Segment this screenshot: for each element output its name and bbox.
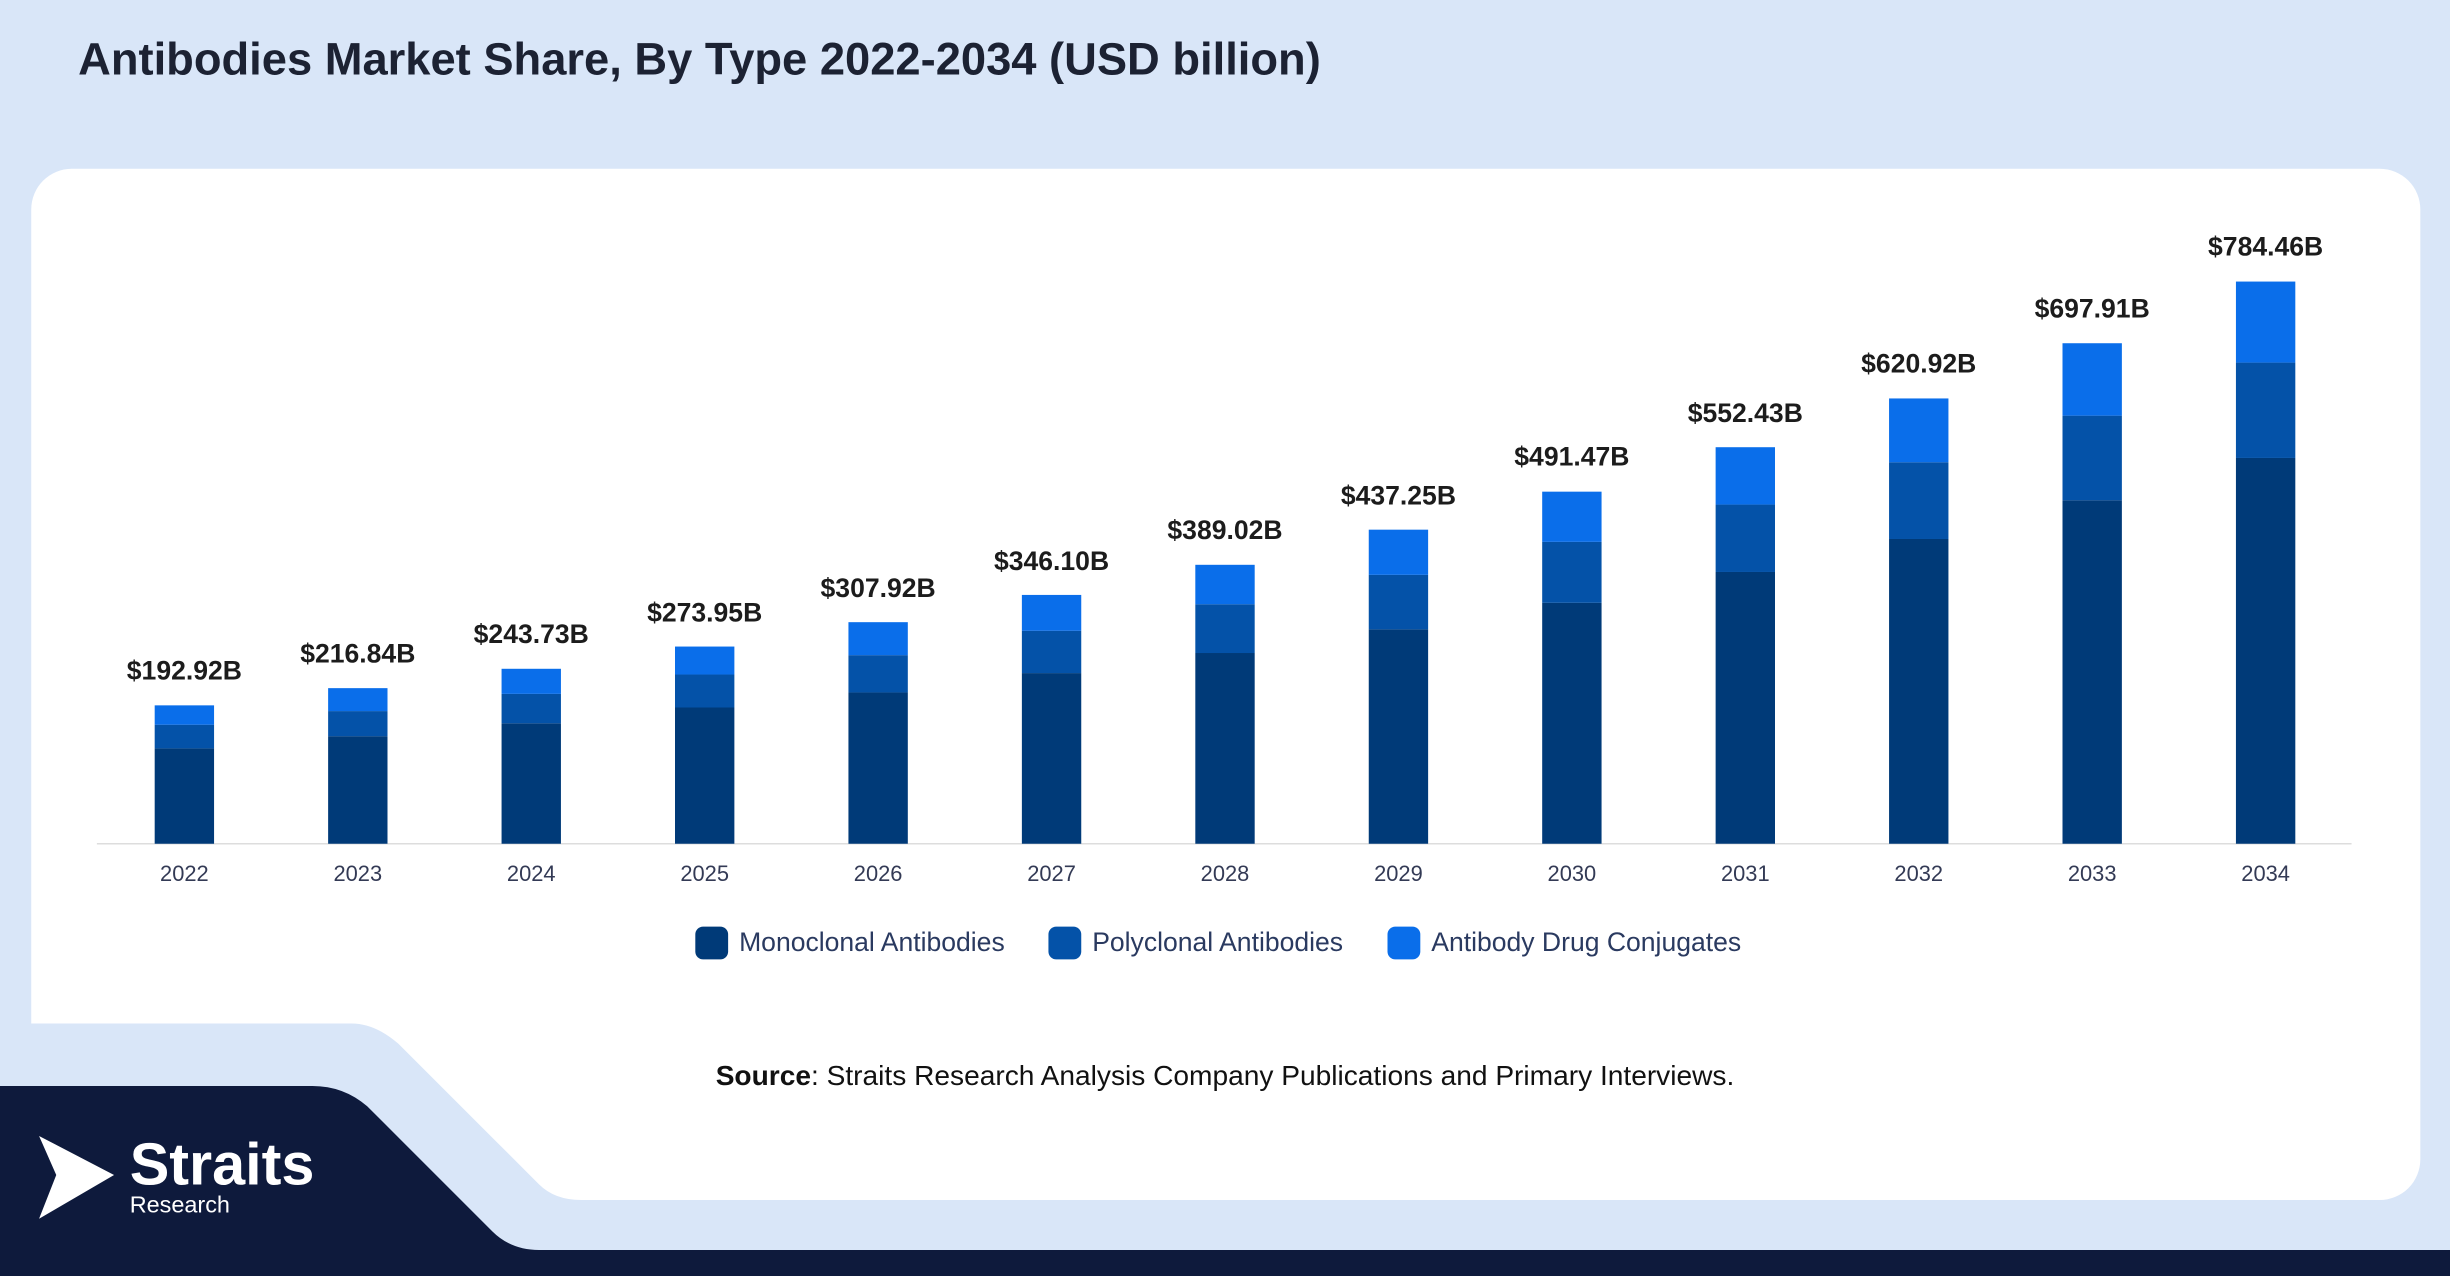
legend-label: Antibody Drug Conjugates — [1431, 927, 1741, 957]
bar-segment — [1889, 538, 1949, 844]
logo-name: Straits — [130, 1130, 315, 1197]
bar-segment — [2062, 343, 2122, 416]
bar-segment — [501, 693, 561, 724]
bar-segment — [1715, 447, 1775, 505]
total-label: $307.92B — [821, 573, 936, 603]
bar-segment — [1021, 594, 1082, 631]
bar-segment — [1542, 491, 1602, 542]
bar-segment — [1889, 462, 1949, 539]
legend-label: Polyclonal Antibodies — [1092, 927, 1343, 957]
bar-segment — [848, 655, 908, 693]
total-label: $552.43B — [1688, 398, 1803, 428]
x-tick-label: 2034 — [2241, 861, 2290, 886]
bar-segment — [1368, 629, 1429, 844]
x-tick-label: 2024 — [507, 861, 556, 886]
x-tick-label: 2025 — [680, 861, 729, 886]
source-text: : Straits Research Analysis Company Publ… — [811, 1061, 1734, 1092]
source: Source: Straits Research Analysis Compan… — [716, 1061, 1735, 1092]
bar-segment — [675, 674, 735, 708]
x-tick-label: 2031 — [1721, 861, 1770, 886]
bar-segment — [1715, 504, 1775, 572]
bar-segment — [328, 736, 388, 844]
total-label: $784.46B — [2208, 231, 2323, 261]
x-tick-label: 2029 — [1374, 861, 1423, 886]
bar-segment — [2062, 500, 2122, 844]
legend-label: Monoclonal Antibodies — [739, 927, 1005, 957]
x-tick-label: 2027 — [1027, 861, 1076, 886]
bar-segment — [1195, 564, 1255, 605]
total-label: $437.25B — [1341, 480, 1456, 510]
total-label: $389.02B — [1167, 515, 1282, 545]
bar-segment — [1542, 541, 1602, 603]
bar-segment — [1021, 630, 1082, 674]
bar-segment — [675, 646, 735, 675]
logo-subtitle: Research — [130, 1191, 230, 1217]
total-label: $346.10B — [994, 546, 1109, 576]
total-label: $243.73B — [474, 619, 589, 649]
bar-segment — [154, 705, 215, 725]
bar-segment — [501, 723, 561, 844]
footer-shape — [0, 1085, 2450, 1276]
band — [0, 1023, 2450, 1276]
chart-title: Antibodies Market Share, By Type 2022-20… — [78, 33, 1321, 84]
bar-segment — [848, 622, 908, 656]
bar-segment — [1195, 604, 1255, 654]
total-label: $192.92B — [127, 656, 242, 686]
bar-segment — [1542, 602, 1602, 844]
total-label: $216.84B — [300, 638, 415, 668]
x-tick-label: 2026 — [854, 861, 903, 886]
bar-segment — [1368, 574, 1429, 630]
x-tick-label: 2032 — [1894, 861, 1943, 886]
bar-segment — [675, 707, 735, 844]
source-label: Source — [716, 1061, 811, 1092]
bar-segment — [1195, 653, 1255, 844]
bar-segment — [1889, 398, 1949, 463]
total-label: $273.95B — [647, 598, 762, 628]
bar-segment — [154, 748, 215, 844]
legend-swatch — [1387, 926, 1421, 960]
bar-segment — [2235, 362, 2296, 458]
legend-swatch — [1048, 926, 1082, 960]
bar-segment — [154, 724, 215, 749]
bar-segment — [2062, 415, 2122, 501]
bar-segment — [1368, 529, 1429, 575]
x-tick-label: 2028 — [1201, 861, 1250, 886]
logo-mark — [39, 1135, 115, 1219]
bar-segment — [1715, 571, 1775, 844]
legend-swatch — [695, 926, 729, 960]
x-tick-label: 2033 — [2068, 861, 2117, 886]
bar-segment — [848, 692, 908, 844]
bar-segment — [2235, 281, 2296, 363]
x-tick-label: 2023 — [333, 861, 382, 886]
bar-segment — [2235, 457, 2296, 844]
x-tick-label: 2022 — [160, 861, 209, 886]
x-tick-label: 2030 — [1548, 861, 1597, 886]
total-label: $491.47B — [1514, 442, 1629, 472]
bar-segment — [328, 711, 388, 737]
bar-segment — [328, 688, 388, 712]
bar-segment — [1021, 673, 1082, 844]
bar-segment — [501, 668, 561, 694]
total-label: $697.91B — [2035, 293, 2150, 323]
total-label: $620.92B — [1861, 349, 1976, 379]
